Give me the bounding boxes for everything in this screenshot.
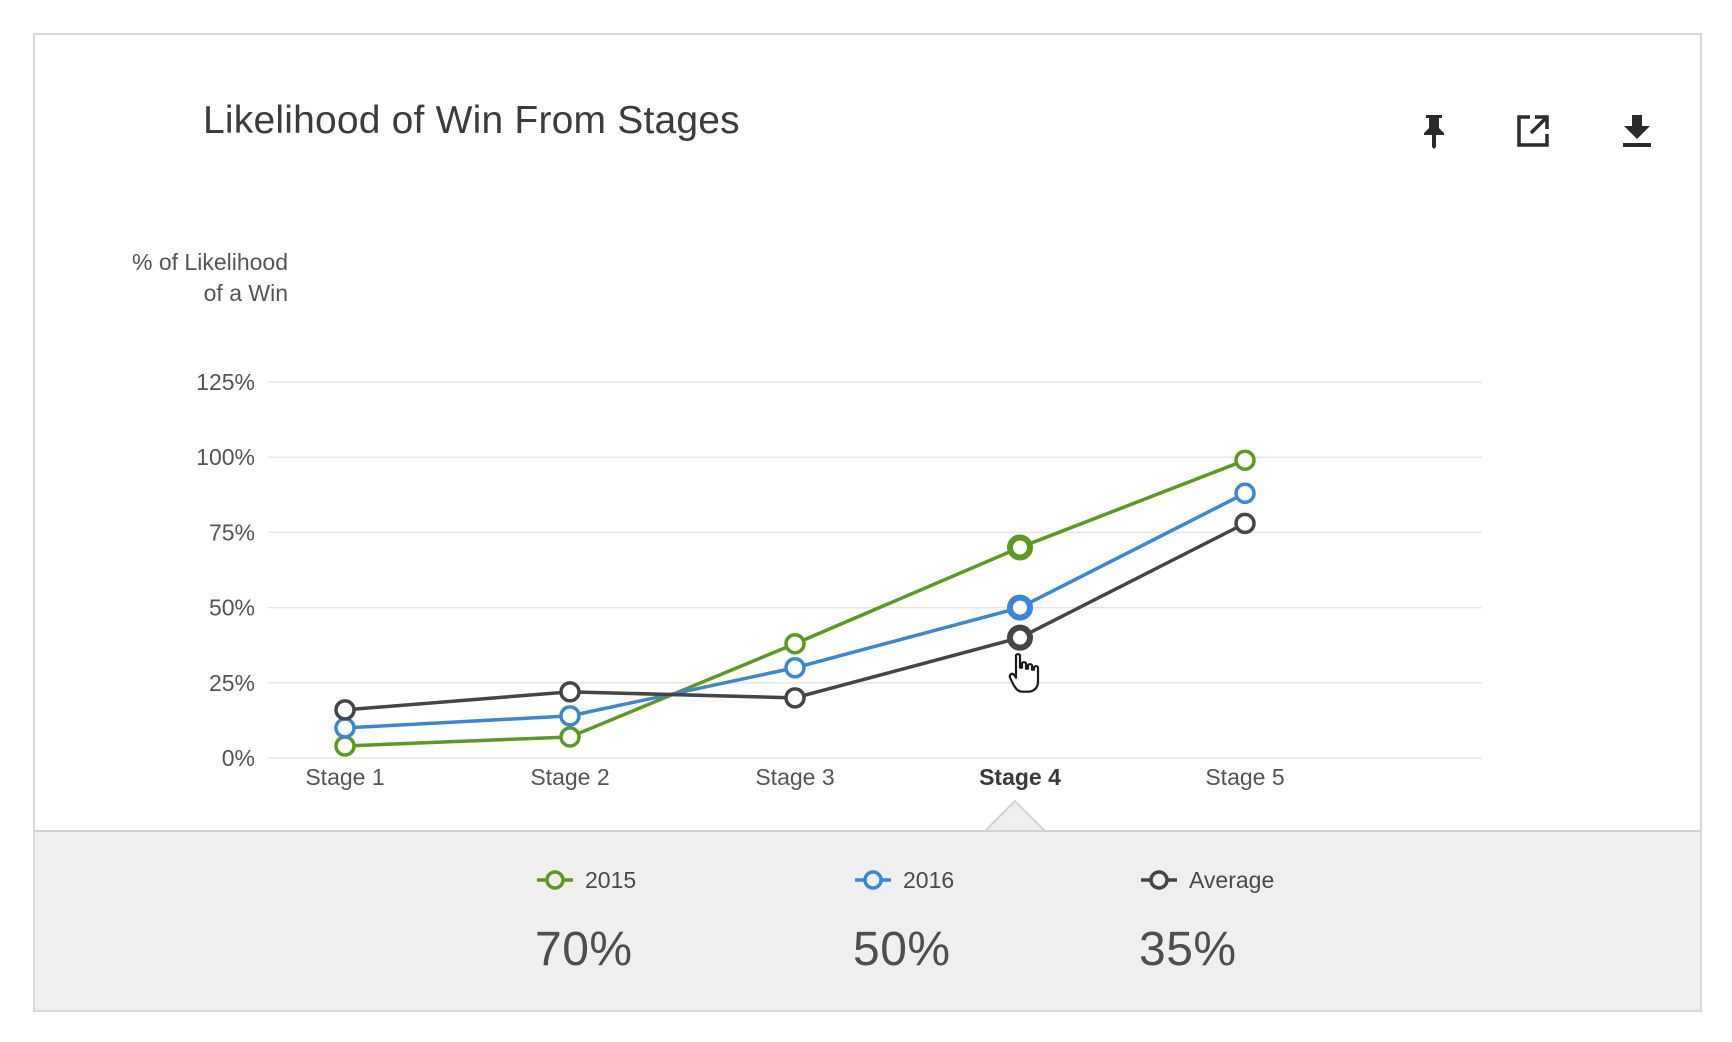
data-point <box>1007 534 1033 561</box>
y-axis-label-line: of a Win <box>203 280 288 306</box>
data-point <box>1234 512 1256 535</box>
legend-name: 2015 <box>585 866 637 893</box>
x-tick-label: Stage 1 <box>305 764 384 790</box>
series-marker-icon <box>537 870 573 890</box>
chart-card: Likelihood of Win From Stages % of Likel… <box>33 33 1702 1012</box>
data-point <box>1007 624 1033 651</box>
open-external-button[interactable] <box>1505 103 1561 159</box>
tooltip-caret <box>983 799 1047 835</box>
data-point <box>1007 594 1033 621</box>
series-marker-icon <box>1141 870 1177 890</box>
series-line <box>344 521 1246 712</box>
x-tick-label: Stage 4 <box>979 764 1061 790</box>
data-point <box>334 735 356 757</box>
legend-item-2015: 2015 70% <box>535 862 835 977</box>
data-point <box>559 681 581 703</box>
data-point <box>1234 482 1256 505</box>
legend-name: 2016 <box>903 866 955 893</box>
data-point <box>559 726 581 748</box>
download-button[interactable] <box>1609 103 1665 159</box>
chart-title: Likelihood of Win From Stages <box>203 99 740 142</box>
y-tick-label: 50% <box>209 595 255 621</box>
line-chart: 0% 25% 50% 75% 100% 125% Stage 1 Stage 2 Stage 3… <box>196 369 1482 790</box>
legend-item-average: Average 35% <box>1139 862 1439 977</box>
x-tick-label: Stage 5 <box>1205 764 1284 790</box>
y-axis-label-line: % of Likelihood <box>132 249 288 275</box>
pin-icon <box>1424 115 1444 149</box>
legend-name: Average <box>1189 866 1275 893</box>
data-point <box>559 705 581 727</box>
data-point <box>1234 449 1256 471</box>
legend-value: 70% <box>535 923 633 976</box>
legend-value: 35% <box>1139 923 1237 976</box>
download-icon <box>1623 115 1651 147</box>
y-tick-label: 25% <box>209 670 255 696</box>
data-point <box>784 687 806 709</box>
data-point <box>784 632 806 655</box>
open-external-icon <box>1517 115 1549 147</box>
series-marker-icon <box>855 870 891 890</box>
pin-button[interactable] <box>1406 103 1462 159</box>
data-point <box>334 699 356 721</box>
y-tick-label: 125% <box>196 369 255 395</box>
data-point <box>334 717 356 739</box>
data-point <box>784 657 806 679</box>
y-tick-label: 0% <box>222 745 255 771</box>
x-tick-label: Stage 2 <box>530 764 609 790</box>
hand-cursor-icon <box>1008 653 1040 693</box>
legend-item-2016: 2016 50% <box>853 862 1153 977</box>
y-tick-label: 100% <box>196 444 255 470</box>
x-tick-label: Stage 3 <box>755 764 834 790</box>
tooltip-panel: 2015 70% 2016 50% Average 35% <box>35 830 1700 1010</box>
y-tick-label: 75% <box>209 519 255 545</box>
legend-value: 50% <box>853 923 951 976</box>
y-axis-label: % of Likelihood of a Win <box>95 247 288 309</box>
